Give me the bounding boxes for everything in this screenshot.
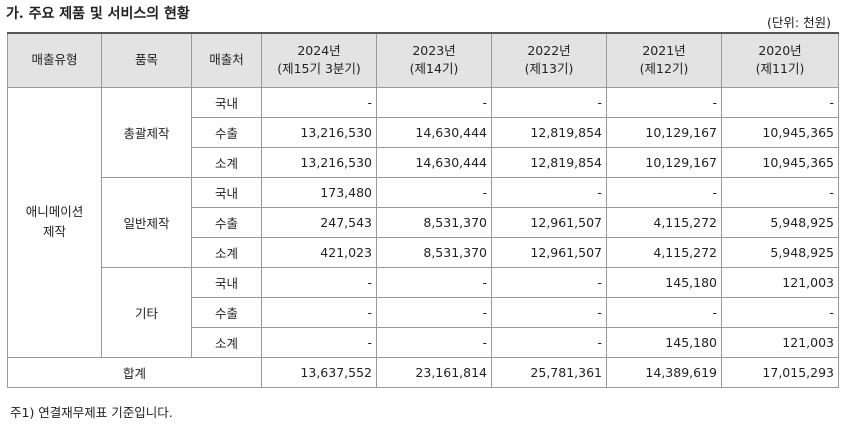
table-row: 소계 13,216,530 14,630,444 12,819,854 10,129,1… bbox=[8, 146, 839, 178]
value-cell: 145,180 bbox=[606, 326, 722, 358]
item-cell: 기타 bbox=[101, 266, 192, 358]
value-cell: - bbox=[491, 266, 607, 298]
value-cell: - bbox=[376, 86, 492, 118]
header-item: 품목 bbox=[101, 32, 192, 88]
value-cell: 13,216,530 bbox=[261, 146, 377, 178]
value-cell: 4,115,272 bbox=[606, 236, 722, 268]
item-cell: 일반제작 bbox=[101, 176, 192, 268]
destination-cell: 수출 bbox=[191, 296, 262, 328]
destination-cell: 소계 bbox=[191, 146, 262, 178]
table-row: 소계 - - -145,180 121,003 bbox=[8, 326, 839, 358]
total-value-cell: 23,161,814 bbox=[376, 356, 492, 388]
destination-cell: 국내 bbox=[191, 176, 262, 208]
table-row: 수출 13,216,530 14,630,444 12,819,854 10,129,1… bbox=[8, 116, 839, 148]
value-cell: 5,948,925 bbox=[721, 206, 839, 238]
value-cell: 10,129,167 bbox=[606, 116, 722, 148]
total-value-cell: 14,389,619 bbox=[606, 356, 722, 388]
value-cell: 421,023 bbox=[261, 236, 377, 268]
table-row: 수출 247,543 8,531,370 12,961,507 4,115,272 5,9… bbox=[8, 206, 839, 238]
destination-cell: 국내 bbox=[191, 266, 262, 298]
table-row: 소계 421,023 8,531,370 12,961,507 4,115,272 5,9… bbox=[8, 236, 839, 268]
value-cell: - bbox=[606, 86, 722, 118]
value-cell: - bbox=[606, 296, 722, 328]
value-cell: 4,115,272 bbox=[606, 206, 722, 238]
value-cell: - bbox=[376, 326, 492, 358]
total-value-cell: 25,781,361 bbox=[491, 356, 607, 388]
footnote: 주1) 연결재무제표 기준입니다. bbox=[10, 405, 173, 420]
value-cell: - bbox=[376, 296, 492, 328]
value-cell: - bbox=[491, 296, 607, 328]
value-cell: 12,819,854 bbox=[491, 146, 607, 178]
value-cell: - bbox=[721, 86, 839, 118]
value-cell: 12,961,507 bbox=[491, 206, 607, 238]
value-cell: - bbox=[261, 296, 377, 328]
item-cell: 총괄제작 bbox=[101, 86, 192, 178]
value-cell: - bbox=[261, 86, 377, 118]
total-value-cell: 17,015,293 bbox=[721, 356, 839, 388]
value-cell: 12,961,507 bbox=[491, 236, 607, 268]
value-cell: 5,948,925 bbox=[721, 236, 839, 268]
value-cell: 121,003 bbox=[721, 326, 839, 358]
value-cell: - bbox=[491, 86, 607, 118]
total-row: 합계 13,637,552 23,161,814 25,781,361 14,389,6… bbox=[7, 356, 839, 388]
destination-cell: 소계 bbox=[191, 326, 262, 358]
destination-cell: 수출 bbox=[191, 206, 262, 238]
unit-label: (단위: 천원) bbox=[767, 15, 831, 30]
value-cell: 12,819,854 bbox=[491, 116, 607, 148]
header-row: 매출유형 품목 매출처 2024년 (제15기 3분기) 2023년 (제14기) … bbox=[7, 32, 839, 88]
table-row: 기타 국내 - - -145,180 121,003 bbox=[8, 266, 839, 358]
table-row: 일반제작 국내 173,480- - - - bbox=[8, 176, 839, 268]
header-year: 2021년 (제12기) bbox=[606, 32, 722, 88]
header-sales-type: 매출유형 bbox=[7, 32, 102, 88]
table-row: 수출 - - - - - bbox=[8, 296, 839, 328]
value-cell: - bbox=[376, 176, 492, 208]
destination-cell: 수출 bbox=[191, 116, 262, 148]
header-destination: 매출처 bbox=[191, 32, 262, 88]
total-value-cell: 13,637,552 bbox=[261, 356, 377, 388]
value-cell: 10,945,365 bbox=[721, 116, 839, 148]
value-cell: - bbox=[721, 176, 839, 208]
section-title: 가. 주요 제품 및 서비스의 현황 bbox=[6, 6, 190, 22]
value-cell: - bbox=[491, 176, 607, 208]
sales-table: 매출유형 품목 매출처 2024년 (제15기 3분기) 2023년 (제14기) … bbox=[7, 32, 839, 388]
value-cell: 247,543 bbox=[261, 206, 377, 238]
value-cell: 14,630,444 bbox=[376, 146, 492, 178]
value-cell: 121,003 bbox=[721, 266, 839, 298]
header-year: 2023년 (제14기) bbox=[376, 32, 492, 88]
value-cell: - bbox=[261, 266, 377, 298]
header-year: 2024년 (제15기 3분기) bbox=[261, 32, 377, 88]
value-cell: - bbox=[606, 176, 722, 208]
destination-cell: 소계 bbox=[191, 236, 262, 268]
value-cell: 14,630,444 bbox=[376, 116, 492, 148]
header-year: 2022년 (제13기) bbox=[491, 32, 607, 88]
header-year: 2020년 (제11기) bbox=[721, 32, 839, 88]
value-cell: 145,180 bbox=[606, 266, 722, 298]
sales-type-cell: 애니메이션 제작 bbox=[7, 86, 102, 358]
value-cell: 8,531,370 bbox=[376, 236, 492, 268]
value-cell: - bbox=[491, 326, 607, 358]
value-cell: 10,129,167 bbox=[606, 146, 722, 178]
value-cell: 10,945,365 bbox=[721, 146, 839, 178]
value-cell: 8,531,370 bbox=[376, 206, 492, 238]
value-cell: - bbox=[261, 326, 377, 358]
total-label: 합계 bbox=[7, 356, 262, 388]
value-cell: 13,216,530 bbox=[261, 116, 377, 148]
value-cell: - bbox=[376, 266, 492, 298]
value-cell: 173,480 bbox=[261, 176, 377, 208]
value-cell: - bbox=[721, 296, 839, 328]
table-row: 애니메이션 제작 총괄제작 국내 - - - - - bbox=[7, 86, 839, 358]
destination-cell: 국내 bbox=[191, 86, 262, 118]
